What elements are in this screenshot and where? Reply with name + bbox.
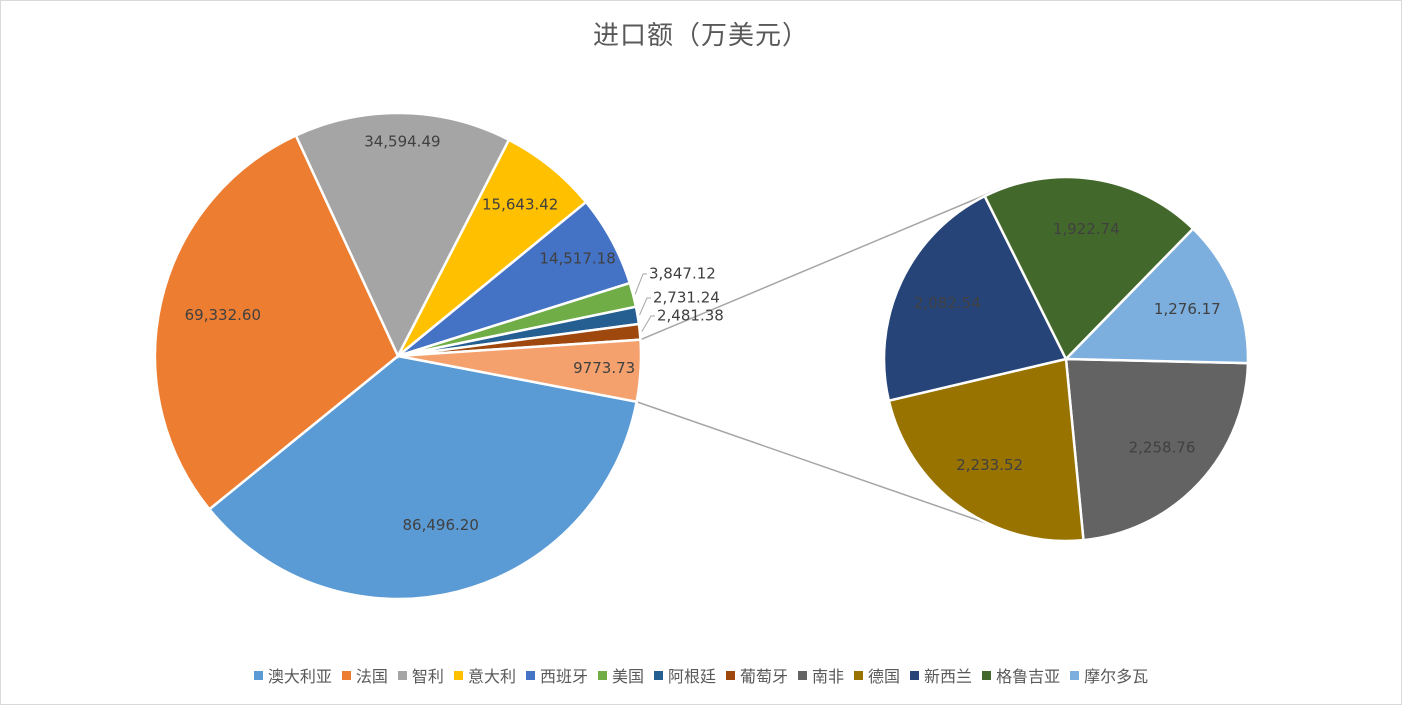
- legend-label: 摩尔多瓦: [1084, 667, 1149, 686]
- legend-swatch: [453, 670, 463, 680]
- slice-other: [397, 338, 643, 404]
- data-label-e8a5bfe78fade78999: 14,517.18: [539, 249, 615, 267]
- legend-item: 智利: [397, 663, 444, 687]
- legend-label: 法国: [355, 667, 388, 686]
- slice-e691a9e5b094e5a49ae793a6: [1063, 226, 1250, 365]
- connector-line-top: [640, 187, 1003, 341]
- legend-item: 格鲁吉亚: [982, 663, 1060, 687]
- legend-swatch: [341, 670, 351, 680]
- legend-label: 格鲁吉亚: [996, 667, 1061, 686]
- legend-label: 西班牙: [539, 667, 588, 686]
- slice-e6beb3e5a4a7e588a9e4ba9a: [207, 354, 639, 601]
- slice-e58d97e99d9e: [1064, 357, 1250, 542]
- legend-item: 阿根廷: [653, 663, 716, 687]
- slice-e6a0bce9b281e59089e4ba9a: [983, 175, 1195, 362]
- legend-swatch: [982, 670, 992, 680]
- data-label-e998bfe6a0b9e5bbb7: 2,731.24: [653, 289, 720, 307]
- data-label-e6b395e59bbd: 69,332.60: [185, 306, 261, 324]
- legend-swatch: [397, 670, 407, 680]
- legend-item: 葡萄牙: [726, 663, 788, 687]
- legend-item: 新西兰: [910, 663, 972, 687]
- legend-swatch: [253, 670, 263, 680]
- legend-swatch: [798, 670, 808, 680]
- legend-item: 南非: [798, 663, 844, 687]
- legend-label: 南非: [812, 667, 845, 686]
- legend-swatch: [1070, 670, 1080, 680]
- legend-item: 法国: [341, 663, 388, 687]
- legend-swatch: [597, 670, 607, 680]
- legend-item: 西班牙: [525, 663, 588, 687]
- legend: 澳大利亚 法国 智利 意大利 西班牙 美国 阿根廷 葡萄牙 南非 德国 新西兰 格鲁吉亚 摩尔多瓦: [1, 663, 1401, 687]
- slice-e5beb7e59bbd: [887, 357, 1085, 543]
- data-label-e58d97e99d9e: 2,258.76: [1129, 439, 1196, 457]
- legend-swatch: [726, 670, 735, 680]
- legend-label: 德国: [868, 667, 901, 686]
- slice-e696b0e8a5bfe585b0: [882, 194, 1068, 403]
- data-label-e6a0bce9b281e59089e4ba9a: 1,922.74: [1053, 220, 1120, 238]
- legend-item: 德国: [854, 663, 900, 687]
- legend-item: 意大利: [453, 663, 516, 687]
- legend-swatch: [854, 670, 864, 680]
- data-label-e5beb7e59bbd: 2,233.52: [956, 456, 1023, 474]
- data-label-e891a1e89084e78999: 2,481.38: [657, 307, 724, 325]
- chart-title: 进口额（万美元）: [592, 21, 809, 51]
- legend-swatch: [653, 670, 663, 680]
- leader-line: [634, 273, 647, 295]
- legend-label: 阿根廷: [667, 667, 716, 686]
- legend-label: 美国: [611, 667, 644, 686]
- leader-line: [639, 297, 651, 316]
- data-label-other: 9773.73: [573, 359, 635, 377]
- legend-label: 葡萄牙: [740, 667, 789, 686]
- connector-line-bottom: [636, 401, 987, 524]
- data-label-e699bae588a9: 34,594.49: [364, 133, 440, 151]
- pie-of-pie-chart: 86,496.20 69,332.60 34,594.49 15,643.42 14,5…: [153, 111, 1250, 601]
- slice-e6b395e59bbd: [153, 133, 400, 511]
- legend-label: 智利: [411, 667, 444, 686]
- legend-swatch: [910, 670, 920, 680]
- data-label-e6beb3e5a4a7e588a9e4ba9a: 86,496.20: [403, 516, 479, 534]
- slice-e699bae588a9: [294, 111, 511, 359]
- legend-label: 新西兰: [924, 667, 973, 686]
- legend-item: 美国: [597, 663, 644, 687]
- legend-item: 澳大利亚: [253, 663, 332, 687]
- leader-line: [641, 315, 655, 332]
- data-label-e696b0e8a5bfe585b0: 2,082.54: [914, 294, 981, 312]
- legend-label: 澳大利亚: [267, 667, 332, 686]
- data-label-e7be8ee59bbd: 3,847.12: [649, 265, 716, 283]
- data-label-e691a9e5b094e5a49ae793a6: 1,276.17: [1154, 300, 1221, 318]
- data-label-e6848fe5a4a7e588a9: 15,643.42: [482, 195, 558, 213]
- legend-label: 意大利: [467, 667, 516, 686]
- legend-swatch: [525, 670, 535, 680]
- legend-item: 摩尔多瓦: [1070, 663, 1148, 687]
